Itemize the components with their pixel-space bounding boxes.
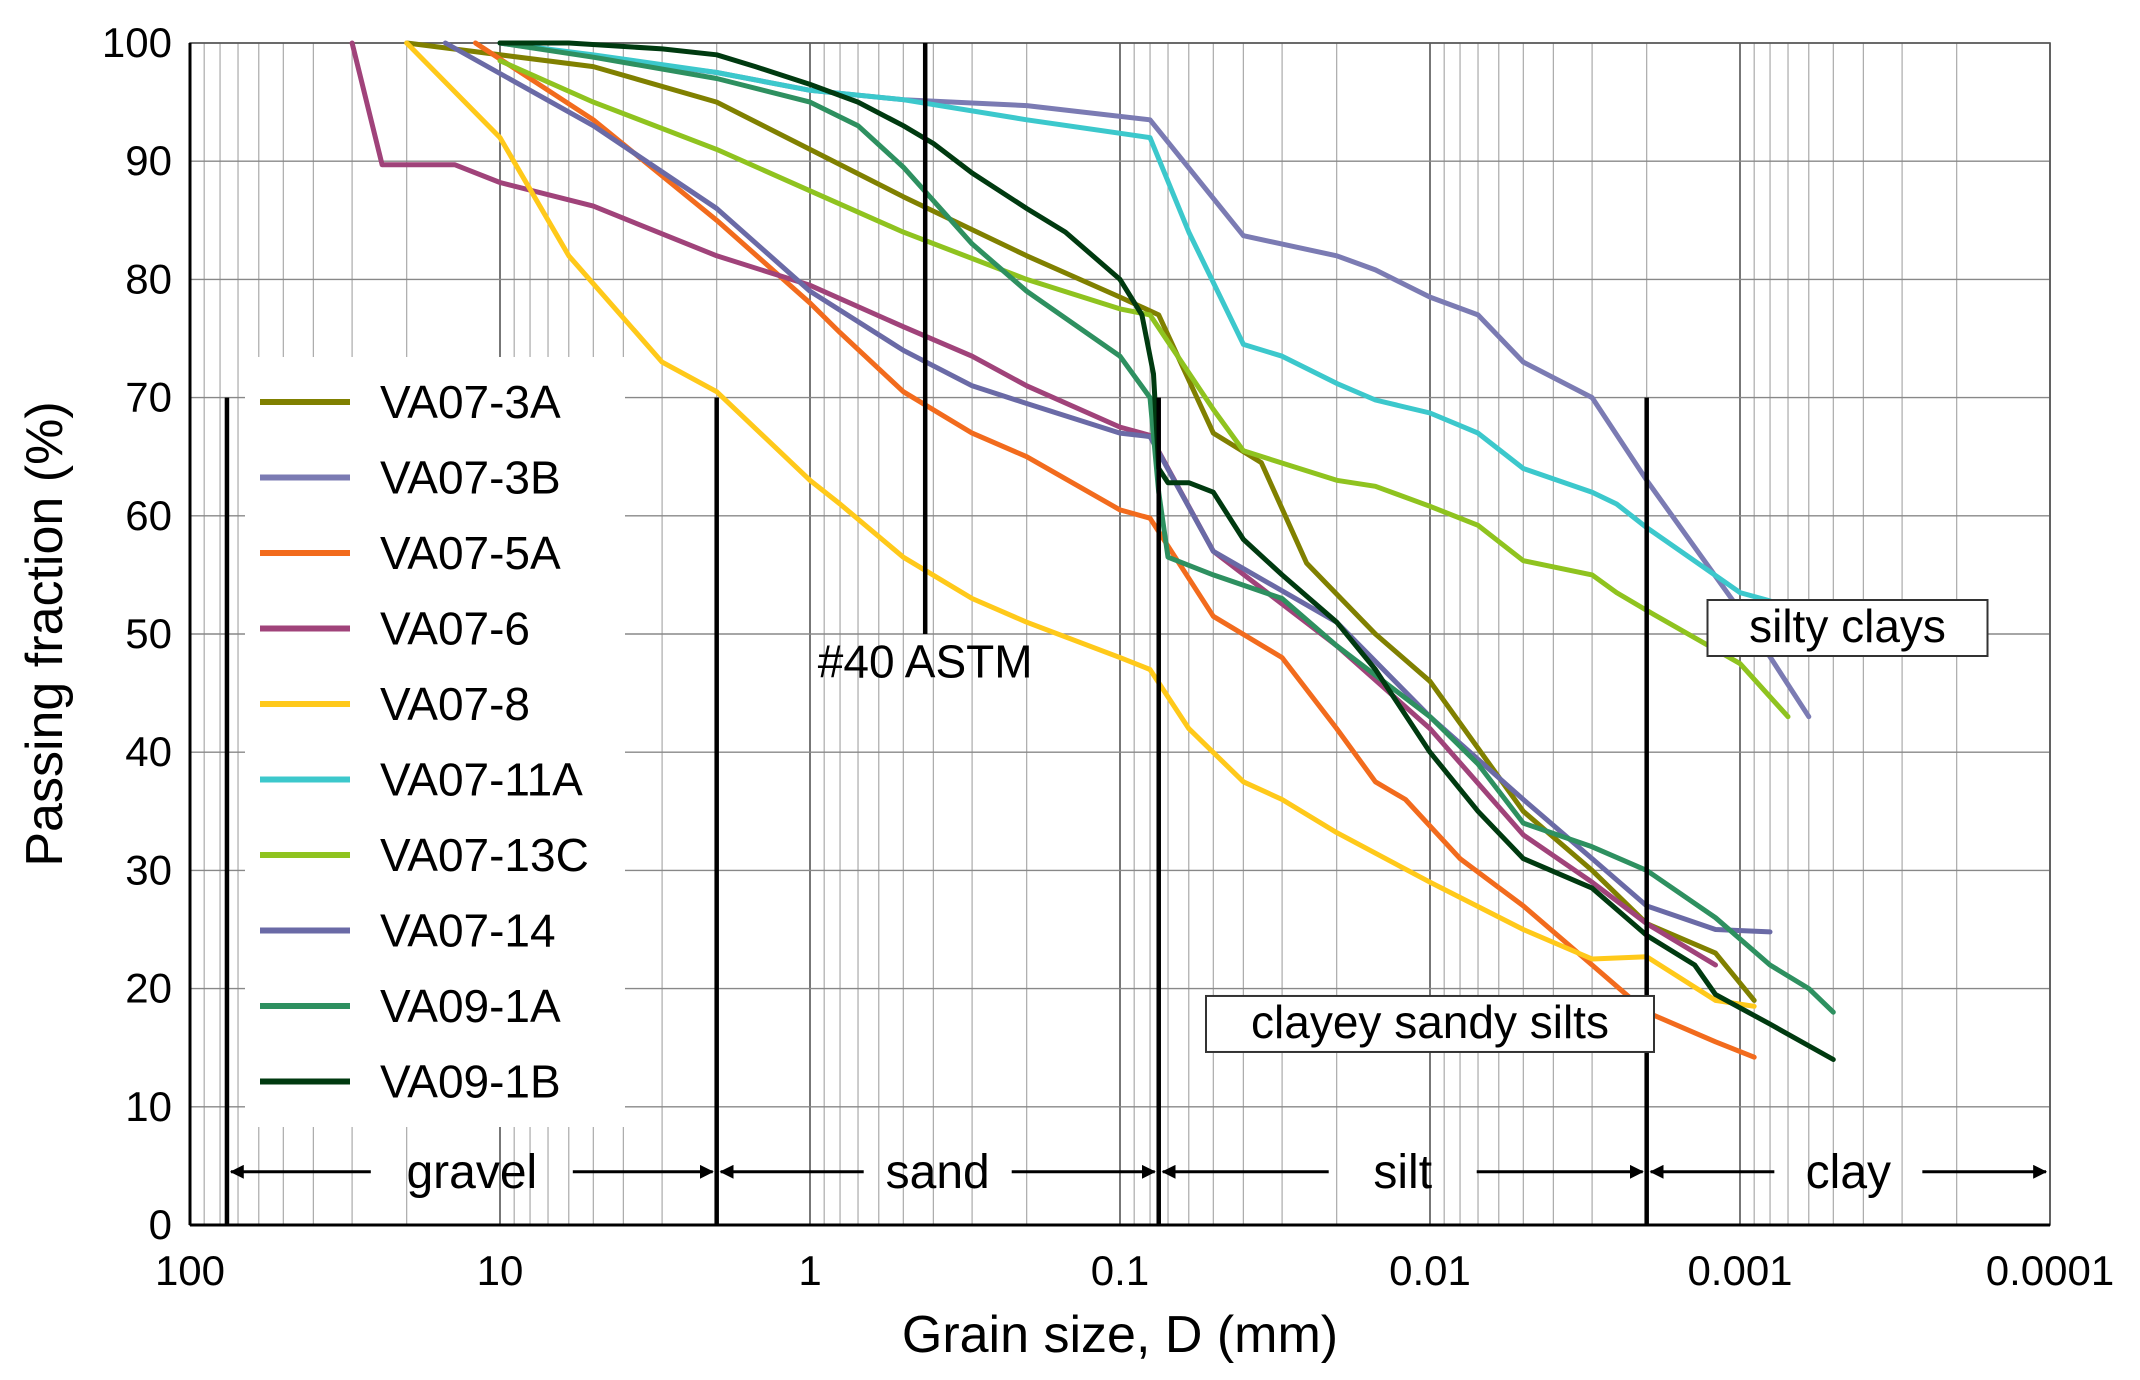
- legend-label: VA09-1B: [380, 1056, 561, 1108]
- series-line-VA09-1B: [497, 40, 1836, 1062]
- series-line-VA07-6: [349, 40, 1718, 968]
- y-tick-label: 20: [125, 965, 172, 1012]
- region-label-silt: silt: [1373, 1146, 1432, 1199]
- region-label-clay: clay: [1806, 1146, 1891, 1199]
- soil-regions: gravel sand silt clay: [229, 1146, 2048, 1199]
- legend-label: VA07-3B: [380, 452, 561, 504]
- x-tick-label: 0.0001: [1986, 1247, 2114, 1294]
- legend-label: VA07-6: [380, 603, 530, 655]
- legend-label: VA07-14: [380, 905, 556, 957]
- x-tick-label: 0.1: [1091, 1247, 1149, 1294]
- series-line-VA07-14: [442, 40, 1773, 935]
- annotation-text: #40 ASTM: [818, 635, 1033, 687]
- y-tick-label: 40: [125, 728, 172, 775]
- y-tick-label: 90: [125, 137, 172, 184]
- series-line-VA09-1A: [497, 40, 1836, 1015]
- y-tick-label: 0: [149, 1201, 172, 1248]
- series-line-VA07-11A: [497, 40, 1773, 604]
- y-tick-label: 70: [125, 374, 172, 421]
- x-tick-label: 1: [798, 1247, 821, 1294]
- axis-titles: Grain size, D (mm) Passing fraction (%): [16, 401, 1338, 1364]
- series-line-VA07-13C: [497, 58, 1791, 720]
- legend-label: VA07-13C: [380, 829, 589, 881]
- legend-label: VA07-11A: [380, 754, 583, 806]
- x-axis-title: Grain size, D (mm): [902, 1306, 1338, 1364]
- soil-boundaries: [224, 43, 1649, 1225]
- legend-label: VA07-8: [380, 678, 530, 730]
- series-lines: [349, 40, 1836, 1062]
- y-tick-label: 60: [125, 492, 172, 539]
- x-tick-label: 10: [477, 1247, 524, 1294]
- annotation-text: silty clays: [1749, 600, 1946, 652]
- x-tick-label: 0.001: [1687, 1247, 1792, 1294]
- series-line-VA07-3A: [404, 40, 1757, 1003]
- legend-label: VA07-5A: [380, 527, 561, 579]
- series-line-VA07-8: [404, 40, 1757, 1009]
- legend-label: VA07-3A: [380, 376, 561, 428]
- series-line-VA07-5A: [473, 40, 1757, 1060]
- y-tick-label: 100: [102, 19, 172, 66]
- annotation-text: clayey sandy silts: [1251, 996, 1609, 1048]
- legend-box: [245, 357, 625, 1127]
- y-tick-label: 10: [125, 1083, 172, 1130]
- region-label-sand: sand: [886, 1146, 990, 1199]
- axes: 100 10 1 0.1 0.01 0.001 0.0001 0 10 20 30 40 50 60 70 8…: [102, 19, 2114, 1294]
- annotation-box: [1706, 599, 1989, 657]
- annotation-box: [1205, 994, 1655, 1053]
- y-tick-label: 30: [125, 846, 172, 893]
- y-axis-title: Passing fraction (%): [16, 401, 74, 866]
- x-tick-label: 0.01: [1389, 1247, 1471, 1294]
- x-tick-label: 100: [155, 1247, 225, 1294]
- y-tick-label: 50: [125, 610, 172, 657]
- legend-label: VA09-1A: [380, 980, 561, 1032]
- region-label-gravel: gravel: [406, 1146, 537, 1199]
- y-tick-label: 80: [125, 255, 172, 302]
- legend: VA07-3A VA07-3B VA07-5A VA07-6 VA07-8 VA07-11…: [245, 357, 625, 1127]
- annotations: #40 ASTM silty clays clayey sandy silts: [818, 599, 1989, 1053]
